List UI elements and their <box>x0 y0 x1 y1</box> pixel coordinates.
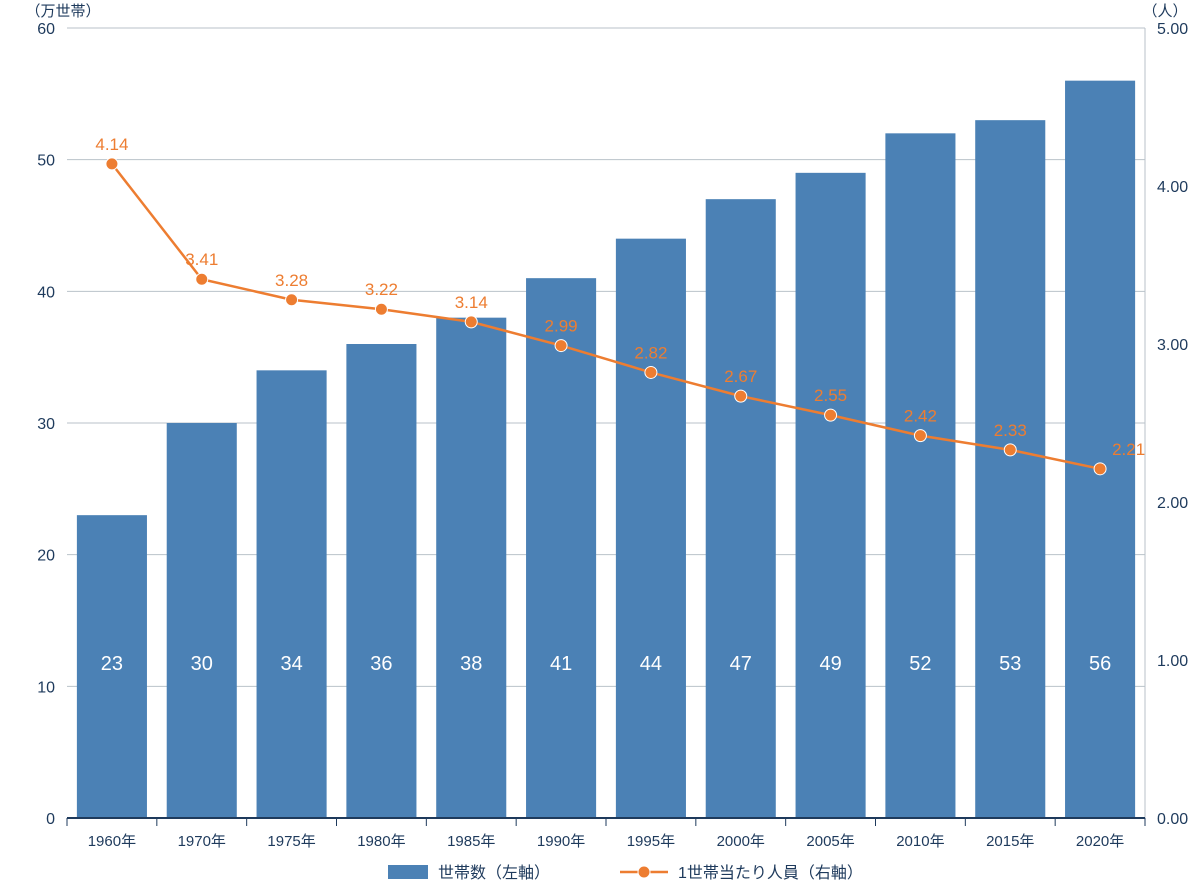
bar-value-label: 38 <box>460 653 482 675</box>
line-value-label: 2.67 <box>724 367 757 386</box>
line-value-label: 2.21 <box>1112 440 1145 459</box>
y-left-tick-label: 30 <box>37 416 55 433</box>
x-tick-label: 1970年 <box>178 833 226 850</box>
x-tick-label: 1960年 <box>88 833 136 850</box>
y-left-tick-label: 40 <box>37 284 55 301</box>
line-marker <box>645 366 657 378</box>
line-marker <box>555 340 567 352</box>
line-value-label: 2.42 <box>904 407 937 426</box>
y-left-tick-label: 60 <box>37 21 55 38</box>
x-tick-label: 1980年 <box>357 833 405 850</box>
bar-value-label: 41 <box>550 653 572 675</box>
line-marker <box>106 158 118 170</box>
x-tick-label: 2010年 <box>896 833 944 850</box>
bar-value-label: 44 <box>640 653 662 675</box>
line-marker <box>825 409 837 421</box>
line-marker <box>465 316 477 328</box>
line-marker <box>914 430 926 442</box>
y-right-tick-label: 5.00 <box>1157 21 1188 38</box>
x-tick-label: 2005年 <box>806 833 854 850</box>
y-right-tick-label: 3.00 <box>1157 337 1188 354</box>
line-marker <box>1004 444 1016 456</box>
line-marker <box>196 273 208 285</box>
line-marker <box>1094 463 1106 475</box>
x-tick-label: 1995年 <box>627 833 675 850</box>
y-right-unit: （人） <box>1142 3 1187 20</box>
line-marker <box>286 294 298 306</box>
bar <box>706 199 776 818</box>
bar <box>257 370 327 818</box>
line-value-label: 2.33 <box>994 421 1027 440</box>
bar-value-label: 34 <box>280 653 302 675</box>
x-tick-label: 1990年 <box>537 833 585 850</box>
bar <box>436 318 506 818</box>
legend-bar-swatch <box>388 865 428 879</box>
y-right-tick-label: 1.00 <box>1157 653 1188 670</box>
line-value-label: 3.28 <box>275 271 308 290</box>
x-tick-label: 1975年 <box>267 833 315 850</box>
line-value-label: 2.55 <box>814 386 847 405</box>
chart-container: 23 30 34 36 38 41 44 47 49 52 53 56 1960年 1970年 1975年 1… <box>0 0 1200 889</box>
legend-line-marker <box>638 866 650 878</box>
y-right-tick-label: 2.00 <box>1157 495 1188 512</box>
bar-value-label: 53 <box>999 653 1021 675</box>
y-right-tick-label: 0.00 <box>1157 811 1188 828</box>
bar-value-label: 47 <box>730 653 752 675</box>
bar <box>796 173 866 818</box>
legend-bar-label: 世帯数（左軸） <box>438 864 550 882</box>
line-marker <box>375 303 387 315</box>
y-left-tick-label: 20 <box>37 548 55 565</box>
bar-value-label: 36 <box>370 653 392 675</box>
y-left-tick-label: 10 <box>37 679 55 696</box>
line-marker <box>735 390 747 402</box>
bar <box>975 120 1045 818</box>
x-tick-label: 1985年 <box>447 833 495 850</box>
y-left-unit: （万世帯） <box>25 3 100 20</box>
bar-value-label: 52 <box>909 653 931 675</box>
x-tick-label: 2015年 <box>986 833 1034 850</box>
bar <box>885 133 955 818</box>
bar <box>616 239 686 818</box>
bar-value-label: 56 <box>1089 653 1111 675</box>
bar-value-label: 23 <box>101 653 123 675</box>
x-tick-label: 2000年 <box>717 833 765 850</box>
y-left-tick-label: 0 <box>46 811 55 828</box>
bar <box>167 423 237 818</box>
chart-svg: 23 30 34 36 38 41 44 47 49 52 53 56 1960年 1970年 1975年 1… <box>0 0 1200 889</box>
bar <box>526 278 596 818</box>
line-value-label: 2.82 <box>634 343 667 362</box>
bar-value-label: 49 <box>819 653 841 675</box>
line-value-label: 3.22 <box>365 280 398 299</box>
line-value-label: 3.14 <box>455 293 488 312</box>
x-tick-label: 2020年 <box>1076 833 1124 850</box>
line-value-label: 3.41 <box>185 250 218 269</box>
line-value-label: 2.99 <box>545 317 578 336</box>
line-value-label: 4.14 <box>95 135 128 154</box>
y-right-tick-label: 4.00 <box>1157 179 1188 196</box>
y-left-tick-label: 50 <box>37 153 55 170</box>
legend-line-label: 1世帯当たり人員（右軸） <box>678 864 863 882</box>
bar <box>346 344 416 818</box>
bar-value-label: 30 <box>191 653 213 675</box>
